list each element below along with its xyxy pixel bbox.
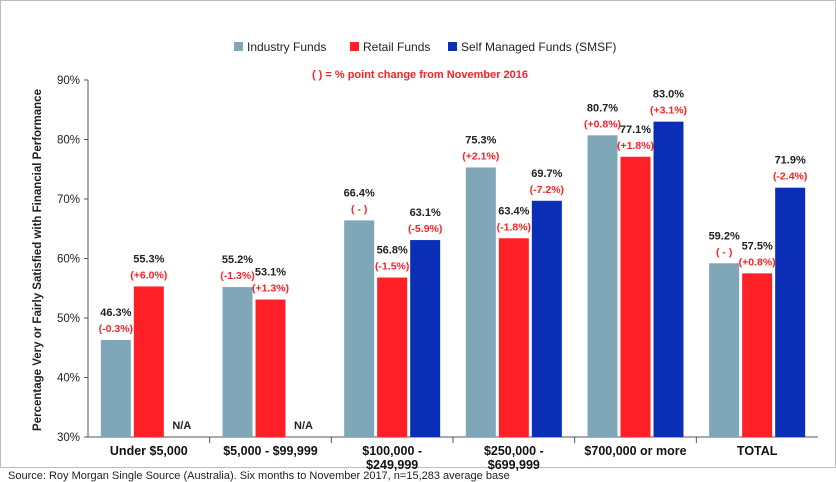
legend-swatch-smsf [448, 42, 457, 51]
bar-retail-funds [255, 299, 286, 437]
change-label-self-managed-funds-smsf: (-7.2%) [530, 184, 564, 196]
data-label-industry-funds: 80.7% [587, 102, 618, 114]
change-label-industry-funds: ( - ) [716, 246, 732, 258]
source-footnote: Source: Roy Morgan Single Source (Austra… [8, 470, 510, 482]
bar-industry-funds [709, 263, 740, 437]
y-axis-title: Percentage Very or Fairly Satisfied with… [32, 89, 44, 431]
x-tick-label: $249,999 [366, 458, 418, 472]
change-label-retail-funds: (+0.8%) [739, 256, 776, 268]
bar-retail-funds [742, 273, 773, 437]
data-label-self-managed-funds-smsf: 63.1% [410, 207, 441, 219]
bar-industry-funds [465, 167, 496, 437]
data-label-retail-funds: 55.3% [133, 253, 164, 265]
bar-industry-funds [344, 220, 375, 437]
bar-self-managed-funds-smsf [653, 121, 684, 438]
data-label-industry-funds: 75.3% [465, 134, 496, 146]
x-tick-label: $699,999 [488, 458, 540, 472]
x-tick-label: $5,000 - $99,999 [223, 444, 318, 458]
data-label-retail-funds: 77.1% [620, 124, 651, 136]
change-label-self-managed-funds-smsf: (-2.4%) [773, 171, 807, 183]
data-label-self-managed-funds-smsf: 83.0% [653, 89, 684, 101]
change-label-self-managed-funds-smsf: (-5.9%) [408, 223, 442, 235]
data-label-self-managed-funds-smsf: 71.9% [775, 155, 806, 167]
change-label-self-managed-funds-smsf: (+3.1%) [650, 105, 687, 117]
legend-swatch-industry [234, 42, 243, 51]
change-label-retail-funds: (-1.5%) [375, 261, 409, 273]
data-label-self-managed-funds-smsf: N/A [294, 420, 313, 432]
x-tick-label: TOTAL [737, 444, 778, 458]
y-tick-label: 70% [57, 194, 80, 206]
data-label-industry-funds: 55.2% [222, 254, 253, 266]
bar-industry-funds [100, 340, 131, 437]
legend-swatch-retail [350, 42, 359, 51]
data-label-self-managed-funds-smsf: 69.7% [531, 168, 562, 180]
y-tick-label: 90% [57, 75, 80, 87]
y-tick-label: 60% [57, 254, 80, 266]
data-label-industry-funds: 46.3% [100, 307, 131, 319]
legend-label-industry: Industry Funds [247, 40, 326, 54]
legend-label-retail: Retail Funds [363, 40, 430, 54]
x-tick-label: Under $5,000 [110, 444, 188, 458]
data-label-retail-funds: 63.4% [498, 205, 529, 217]
y-tick-label: 40% [57, 373, 80, 385]
data-label-industry-funds: 59.2% [709, 230, 740, 242]
bar-self-managed-funds-smsf [410, 240, 441, 437]
plot-area: 30% 40% 50% 60% 70% 80% 90% Under $5,000 46.3% (-… [57, 75, 818, 472]
y-tick-label: 30% [57, 432, 80, 444]
change-label-retail-funds: (+6.0%) [130, 269, 167, 281]
change-label-industry-funds: (-1.3%) [220, 270, 254, 282]
y-tick-label: 50% [57, 313, 80, 325]
change-label-industry-funds: (+0.8%) [584, 118, 621, 130]
bar-retail-funds [377, 277, 408, 437]
data-label-industry-funds: 66.4% [344, 187, 375, 199]
bar-self-managed-funds-smsf [775, 187, 806, 437]
bar-self-managed-funds-smsf [531, 200, 562, 437]
legend-label-smsf: Self Managed Funds (SMSF) [461, 40, 616, 54]
bar-industry-funds [587, 135, 618, 437]
bar-retail-funds [498, 238, 529, 437]
bar-industry-funds [222, 287, 253, 437]
change-note: ( ) = % point change from November 2016 [312, 69, 528, 81]
legend: Industry Funds Retail Funds Self Managed… [234, 40, 616, 54]
change-label-retail-funds: (+1.8%) [617, 140, 654, 152]
change-label-industry-funds: ( - ) [351, 203, 367, 215]
y-tick-label: 80% [57, 135, 80, 147]
x-tick-label: $700,000 or more [584, 444, 686, 458]
x-tick-label: $100,000 - [362, 444, 422, 458]
data-label-retail-funds: 57.5% [742, 240, 773, 252]
change-label-industry-funds: (-0.3%) [99, 323, 133, 335]
change-label-industry-funds: (+2.1%) [462, 150, 499, 162]
data-label-self-managed-funds-smsf: N/A [172, 420, 191, 432]
data-label-retail-funds: 56.8% [377, 245, 408, 257]
bar-retail-funds [620, 156, 651, 437]
change-label-retail-funds: (+1.3%) [252, 283, 289, 295]
bar-retail-funds [133, 286, 164, 437]
data-label-retail-funds: 53.1% [255, 267, 286, 279]
change-label-retail-funds: (-1.8%) [497, 221, 531, 233]
x-tick-label: $250,000 - [484, 444, 544, 458]
